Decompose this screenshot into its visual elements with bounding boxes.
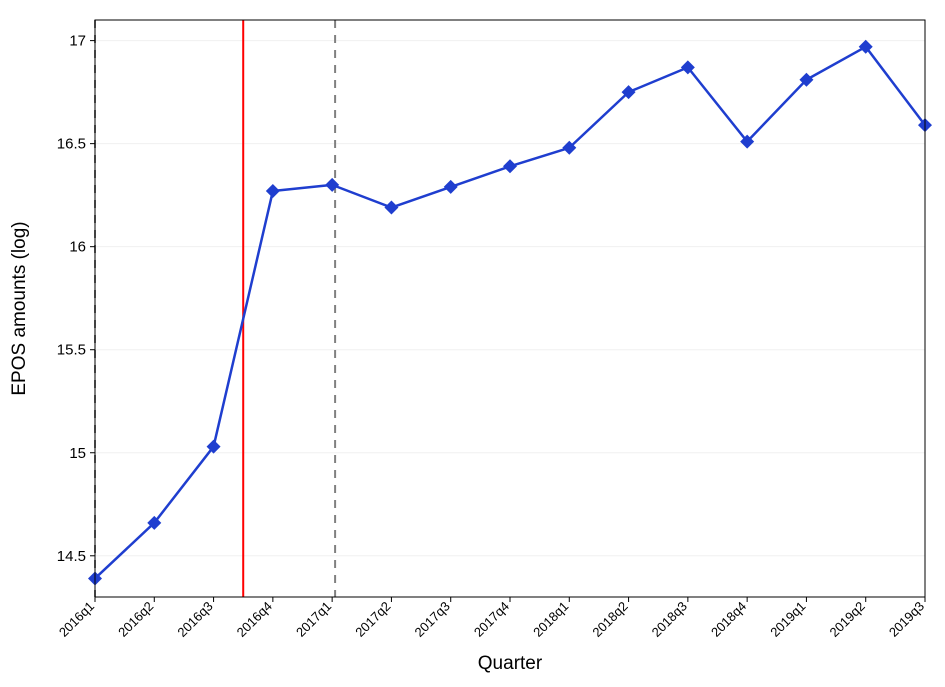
y-tick-label: 15.5 — [57, 342, 86, 359]
x-tick-label: 2017q4 — [471, 599, 512, 640]
y-tick-label: 15 — [69, 445, 86, 462]
plot-background — [95, 20, 925, 597]
y-axis: 14.5 15 15.5 16 16.5 17 — [57, 33, 95, 565]
x-tick-label: 2016q4 — [234, 599, 275, 640]
x-tick-label: 2017q1 — [293, 599, 334, 640]
x-tick-label: 2016q1 — [56, 599, 97, 640]
chart-container: 14.51515.51616.517 2016q12016q22016q3201… — [0, 0, 945, 687]
x-tick-label: 2018q1 — [530, 599, 571, 640]
x-tick-label: 2016q3 — [174, 599, 215, 640]
x-tick-label: 2016q2 — [115, 599, 156, 640]
x-tick-label: 2018q3 — [649, 599, 690, 640]
x-tick-label: 2017q2 — [352, 599, 393, 640]
y-tick-label: 16 — [69, 239, 86, 256]
x-axis-title: Quarter — [478, 653, 543, 674]
x-tick-label: 2018q4 — [708, 599, 749, 640]
line-chart: 14.51515.51616.517 2016q12016q22016q3201… — [0, 0, 945, 687]
x-tick-label: 2018q2 — [589, 599, 630, 640]
y-tick-label: 16.5 — [57, 136, 86, 153]
y-tick-label: 17 — [69, 33, 86, 50]
x-axis: 2016q1 2016q2 2016q3 2016q4 2017q1 2017q2 2017… — [56, 597, 927, 640]
y-tick-label: 14.5 — [57, 548, 86, 565]
y-axis-title: EPOS amounts (log) — [9, 221, 30, 395]
x-tick-label: 2019q3 — [886, 599, 927, 640]
x-tick-label: 2017q3 — [412, 599, 453, 640]
x-tick-label: 2019q1 — [767, 599, 808, 640]
x-tick-label: 2019q2 — [827, 599, 868, 640]
